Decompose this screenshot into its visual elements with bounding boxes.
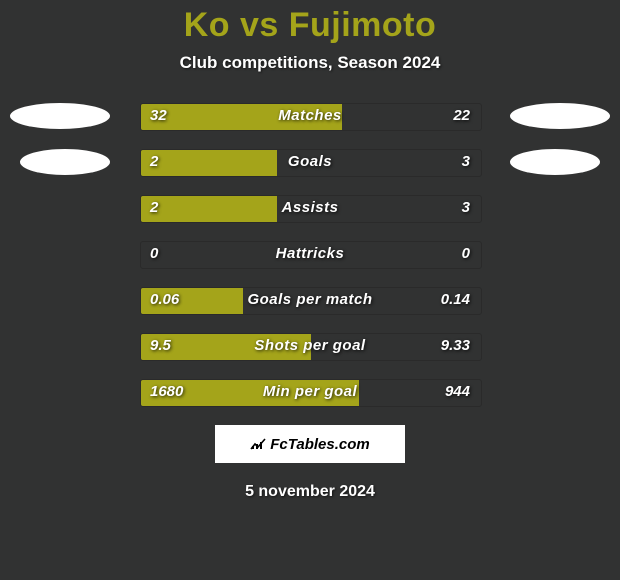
stat-label: Matches bbox=[140, 103, 480, 129]
stat-label: Hattricks bbox=[140, 241, 480, 267]
stat-row: 0 Hattricks 0 bbox=[0, 241, 620, 267]
stat-label: Min per goal bbox=[140, 379, 480, 405]
stat-right-value: 0 bbox=[462, 241, 470, 267]
stat-row: 1680 Min per goal 944 bbox=[0, 379, 620, 405]
comparison-chart: 32 Matches 22 2 Goals 3 2 Assists 3 0 Ha… bbox=[0, 103, 620, 405]
team-right-logo bbox=[510, 103, 610, 129]
chart-icon bbox=[250, 438, 266, 450]
stat-right-value: 3 bbox=[462, 195, 470, 221]
stat-right-value: 22 bbox=[453, 103, 470, 129]
attribution-text: FcTables.com bbox=[270, 436, 369, 453]
stat-row: 32 Matches 22 bbox=[0, 103, 620, 129]
stat-right-value: 9.33 bbox=[441, 333, 470, 359]
stat-label: Goals bbox=[140, 149, 480, 175]
team-left-logo bbox=[20, 149, 110, 175]
stat-row: 0.06 Goals per match 0.14 bbox=[0, 287, 620, 313]
team-left-logo bbox=[10, 103, 110, 129]
stat-right-value: 3 bbox=[462, 149, 470, 175]
attribution-badge: FcTables.com bbox=[215, 425, 405, 463]
stat-row: 2 Assists 3 bbox=[0, 195, 620, 221]
stat-label: Assists bbox=[140, 195, 480, 221]
page-subtitle: Club competitions, Season 2024 bbox=[0, 53, 620, 73]
stat-row: 9.5 Shots per goal 9.33 bbox=[0, 333, 620, 359]
stat-right-value: 0.14 bbox=[441, 287, 470, 313]
stat-label: Shots per goal bbox=[140, 333, 480, 359]
team-right-logo bbox=[510, 149, 600, 175]
page-title: Ko vs Fujimoto bbox=[0, 6, 620, 45]
stat-label: Goals per match bbox=[140, 287, 480, 313]
stat-row: 2 Goals 3 bbox=[0, 149, 620, 175]
stat-right-value: 944 bbox=[445, 379, 470, 405]
footer-date: 5 november 2024 bbox=[0, 483, 620, 501]
